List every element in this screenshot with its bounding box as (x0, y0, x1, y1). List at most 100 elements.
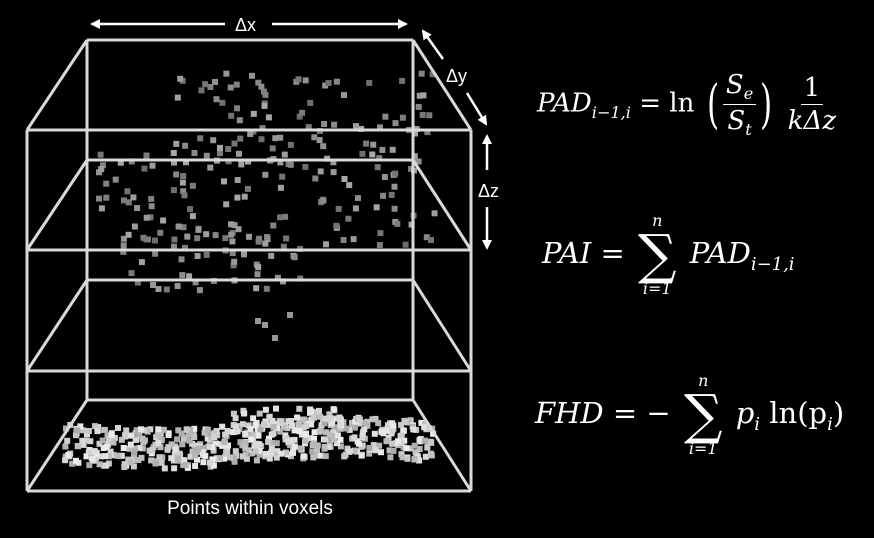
point (268, 445, 275, 452)
dimension-arrows (90, 19, 492, 250)
point (87, 450, 94, 457)
point (195, 445, 202, 452)
point (305, 124, 312, 131)
point (210, 462, 217, 469)
point (398, 451, 405, 458)
point (255, 318, 261, 324)
point (277, 159, 284, 166)
point (100, 162, 106, 169)
point (160, 217, 167, 224)
point (426, 112, 433, 119)
point (96, 195, 102, 202)
point (230, 429, 236, 436)
point (160, 426, 167, 433)
point (270, 430, 277, 437)
point (171, 159, 177, 166)
pad-num-sub: e (743, 84, 754, 104)
point (198, 87, 205, 94)
point (101, 426, 108, 433)
point (416, 457, 423, 464)
point (234, 428, 241, 435)
point (262, 240, 269, 247)
point (278, 450, 285, 457)
point (174, 436, 180, 443)
point (148, 457, 155, 464)
point (216, 150, 223, 157)
point (197, 135, 204, 142)
point (334, 440, 340, 447)
point (317, 413, 324, 420)
pad-den: S (727, 106, 746, 137)
point (246, 447, 252, 454)
point (144, 428, 151, 435)
point (258, 83, 265, 90)
point (227, 454, 234, 461)
point (376, 442, 383, 449)
point (173, 171, 180, 178)
point (336, 414, 343, 421)
point (380, 428, 387, 434)
point (421, 424, 428, 431)
point (154, 432, 161, 439)
point (73, 432, 79, 439)
point (381, 174, 388, 180)
point (407, 445, 414, 452)
point (364, 418, 371, 425)
point (183, 426, 190, 433)
point (341, 176, 348, 182)
point (271, 420, 278, 427)
point (212, 440, 219, 447)
point (321, 444, 328, 450)
point (270, 424, 277, 430)
point (118, 436, 125, 443)
point (307, 435, 314, 442)
point (232, 415, 239, 422)
point (156, 454, 163, 461)
point (360, 419, 367, 426)
point (431, 210, 438, 217)
point (110, 439, 117, 446)
point (318, 452, 324, 459)
point (351, 447, 358, 454)
point (392, 170, 399, 177)
point (203, 251, 210, 258)
point (411, 442, 418, 449)
point (128, 270, 135, 277)
point (250, 415, 257, 422)
pad-num: S (725, 70, 744, 100)
point (243, 455, 250, 462)
point (400, 428, 407, 435)
point (244, 185, 251, 192)
point (427, 450, 434, 457)
point (236, 117, 243, 124)
point (255, 238, 262, 245)
point (420, 92, 427, 99)
point (283, 435, 290, 442)
point (231, 258, 238, 265)
point (135, 430, 142, 436)
point (228, 231, 235, 238)
point (352, 424, 358, 431)
pad-lhs-sub: i−1,i (591, 102, 631, 122)
point (212, 79, 218, 85)
point (347, 448, 354, 455)
point (143, 236, 150, 243)
point (189, 440, 196, 447)
point (163, 286, 170, 293)
point (242, 431, 249, 437)
point (242, 445, 249, 452)
point (262, 322, 268, 328)
point (310, 414, 317, 421)
point (212, 232, 219, 239)
point (265, 438, 272, 445)
point (150, 282, 156, 288)
fhd-sum-top: n (698, 371, 709, 390)
dy-label: Δy (446, 66, 467, 86)
point (85, 428, 92, 434)
point (223, 201, 230, 208)
point (372, 415, 379, 422)
point (216, 455, 223, 462)
point (343, 425, 350, 432)
point (112, 176, 119, 183)
point (204, 435, 211, 442)
